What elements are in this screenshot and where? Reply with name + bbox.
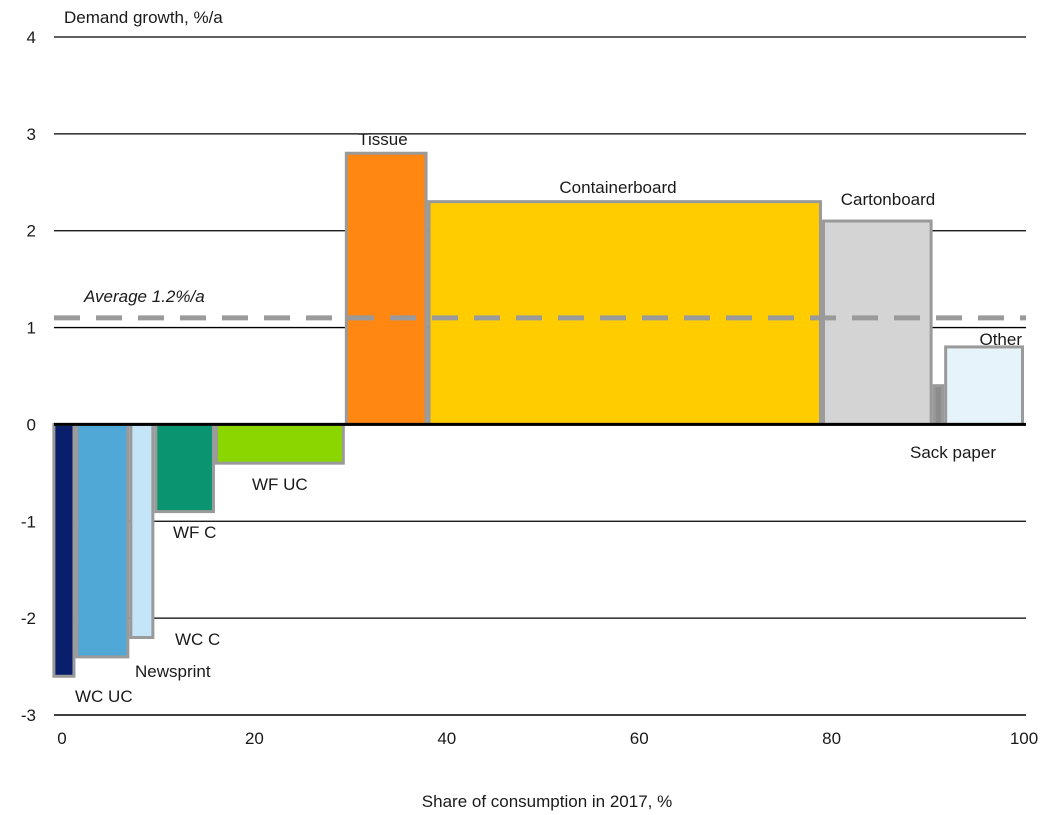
bar-label-other: Other [979,330,1022,349]
bar-wc-c [129,422,155,640]
y-tick-label: -3 [21,706,36,725]
bar-cartonboard [821,219,933,426]
axes [54,422,1026,716]
bar-containerboard [427,200,822,426]
y-tick-label: 0 [27,415,36,434]
x-axis-title: Share of consumption in 2017, % [422,792,672,811]
bar-label-wf-uc: WF UC [252,475,308,494]
bar-label-wc-uc: WC UC [75,687,133,706]
bars [52,151,1024,678]
x-tick-label: 0 [57,729,66,748]
x-tick-label: 80 [822,729,841,748]
y-tick-label: -2 [21,609,36,628]
y-tick-label: -1 [21,512,36,531]
y-tick-label: 4 [27,28,36,47]
bar-wc-uc [52,422,76,678]
bar-tissue [344,151,428,426]
bar-newsprint [75,422,130,659]
x-tick-label: 100 [1010,729,1038,748]
y-tick-label: 2 [27,222,36,241]
bar-label-sack-paper: Sack paper [910,443,996,462]
x-tick-label: 40 [437,729,456,748]
bar-label-wc-c: WC C [175,630,220,649]
bar-wf-c [154,422,215,514]
y-axis-title: Demand growth, %/a [64,8,223,27]
average-line-group: Average 1.2%/a [54,287,1026,321]
x-tick-label: 20 [245,729,264,748]
bar-label-newsprint: Newsprint [135,662,211,681]
bar-label-tissue: Tissue [358,130,407,149]
bar-sack-paper [932,384,945,426]
bar-label-containerboard: Containerboard [559,178,676,197]
bar-label-cartonboard: Cartonboard [841,190,936,209]
x-tick-label: 60 [630,729,649,748]
average-label: Average 1.2%/a [83,287,205,306]
y-tick-label: 3 [27,125,36,144]
bar-label-wf-c: WF C [173,523,216,542]
bar-other [944,345,1024,426]
y-tick-label: 1 [27,319,36,338]
bar-wf-uc [214,422,345,465]
